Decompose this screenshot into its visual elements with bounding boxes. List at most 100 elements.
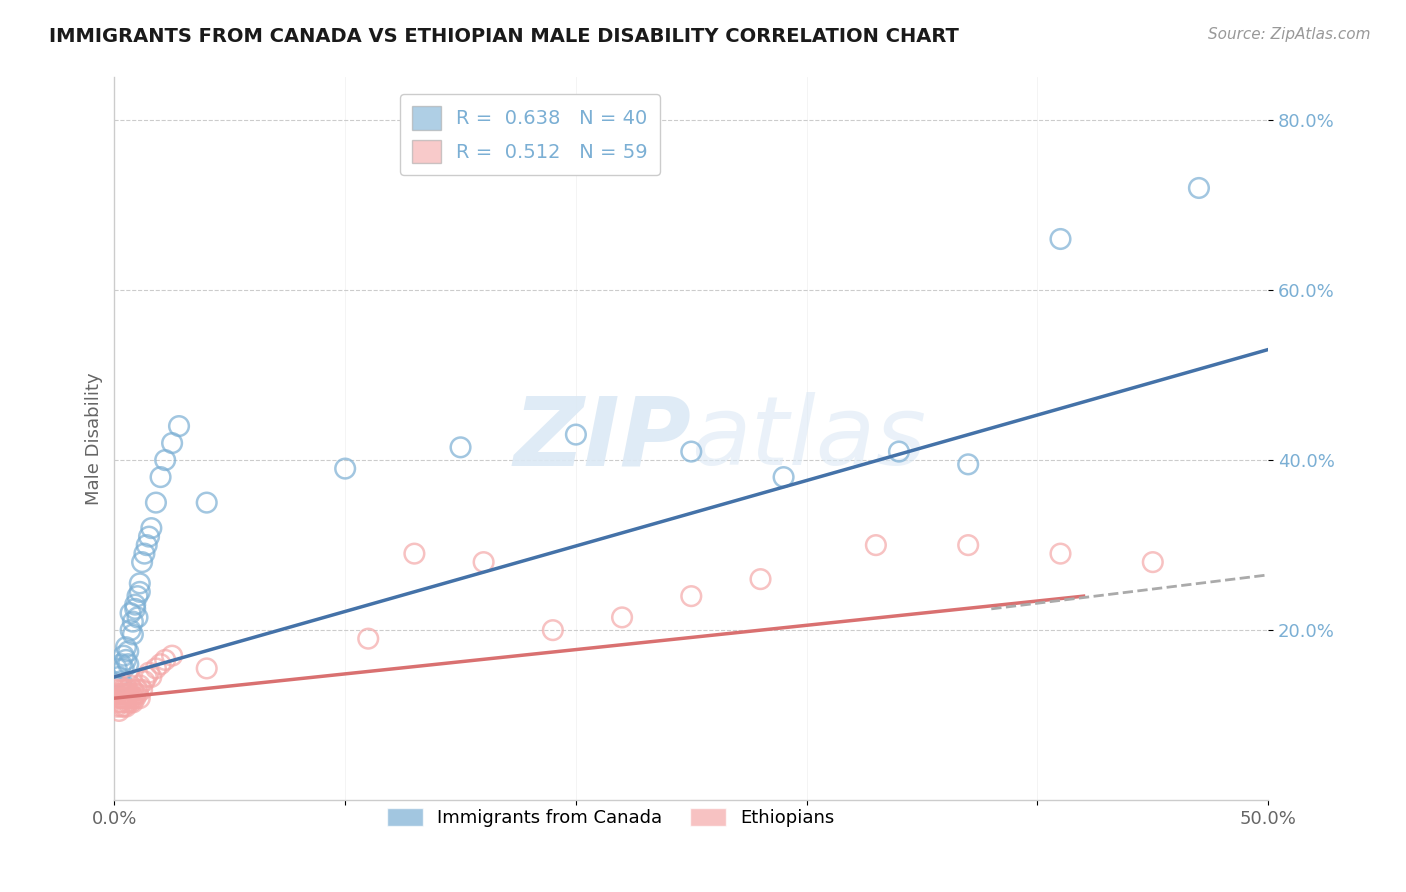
Point bbox=[108, 670, 131, 684]
Point bbox=[122, 691, 145, 706]
Point bbox=[450, 440, 472, 454]
Legend: Immigrants from Canada, Ethiopians: Immigrants from Canada, Ethiopians bbox=[380, 801, 842, 835]
Point bbox=[110, 657, 132, 672]
Point bbox=[195, 495, 218, 509]
Point bbox=[124, 602, 146, 616]
Point bbox=[105, 682, 128, 697]
Point bbox=[681, 444, 703, 458]
Point bbox=[128, 678, 150, 692]
Point bbox=[115, 695, 138, 709]
Point bbox=[153, 653, 176, 667]
Point bbox=[120, 678, 142, 692]
Point bbox=[127, 687, 149, 701]
Point bbox=[108, 678, 131, 692]
Point bbox=[112, 682, 135, 697]
Point bbox=[128, 576, 150, 591]
Point bbox=[135, 538, 157, 552]
Point bbox=[124, 691, 146, 706]
Point bbox=[138, 530, 160, 544]
Point bbox=[1142, 555, 1164, 569]
Point bbox=[117, 644, 139, 658]
Point bbox=[120, 606, 142, 620]
Point bbox=[1049, 547, 1071, 561]
Point bbox=[131, 555, 153, 569]
Point bbox=[122, 695, 145, 709]
Point bbox=[120, 695, 142, 709]
Point bbox=[115, 682, 138, 697]
Point bbox=[134, 674, 156, 689]
Text: ZIP: ZIP bbox=[513, 392, 692, 485]
Point bbox=[110, 682, 132, 697]
Text: Source: ZipAtlas.com: Source: ZipAtlas.com bbox=[1208, 27, 1371, 42]
Point bbox=[149, 657, 172, 672]
Point bbox=[357, 632, 380, 646]
Point bbox=[135, 670, 157, 684]
Point bbox=[472, 555, 495, 569]
Point bbox=[108, 704, 131, 718]
Point bbox=[110, 687, 132, 701]
Text: IMMIGRANTS FROM CANADA VS ETHIOPIAN MALE DISABILITY CORRELATION CHART: IMMIGRANTS FROM CANADA VS ETHIOPIAN MALE… bbox=[49, 27, 959, 45]
Point bbox=[112, 691, 135, 706]
Point bbox=[110, 674, 132, 689]
Point bbox=[610, 610, 633, 624]
Point bbox=[167, 419, 190, 434]
Point bbox=[115, 653, 138, 667]
Point bbox=[772, 470, 794, 484]
Point bbox=[120, 687, 142, 701]
Point bbox=[1049, 232, 1071, 246]
Point bbox=[160, 436, 183, 450]
Point bbox=[541, 623, 564, 637]
Point bbox=[115, 640, 138, 655]
Text: atlas: atlas bbox=[692, 392, 927, 485]
Point bbox=[112, 648, 135, 663]
Point bbox=[122, 682, 145, 697]
Point bbox=[957, 458, 980, 472]
Point bbox=[134, 547, 156, 561]
Point bbox=[117, 695, 139, 709]
Y-axis label: Male Disability: Male Disability bbox=[86, 373, 103, 505]
Point bbox=[112, 699, 135, 714]
Point bbox=[153, 453, 176, 467]
Point bbox=[865, 538, 887, 552]
Point bbox=[145, 495, 167, 509]
Point bbox=[404, 547, 426, 561]
Point bbox=[128, 691, 150, 706]
Point bbox=[112, 687, 135, 701]
Point bbox=[131, 682, 153, 697]
Point bbox=[112, 661, 135, 675]
Point bbox=[160, 648, 183, 663]
Point bbox=[138, 665, 160, 680]
Point bbox=[117, 687, 139, 701]
Point bbox=[105, 661, 128, 675]
Point bbox=[120, 691, 142, 706]
Point bbox=[195, 661, 218, 675]
Point bbox=[117, 657, 139, 672]
Point bbox=[124, 598, 146, 612]
Point bbox=[127, 682, 149, 697]
Point bbox=[110, 699, 132, 714]
Point bbox=[110, 695, 132, 709]
Point bbox=[149, 470, 172, 484]
Point bbox=[141, 670, 163, 684]
Point bbox=[117, 682, 139, 697]
Point bbox=[565, 427, 588, 442]
Point bbox=[108, 691, 131, 706]
Point bbox=[749, 572, 772, 586]
Point bbox=[120, 623, 142, 637]
Point bbox=[887, 444, 910, 458]
Point bbox=[110, 691, 132, 706]
Point bbox=[128, 585, 150, 599]
Point bbox=[108, 695, 131, 709]
Point bbox=[122, 627, 145, 641]
Point bbox=[117, 691, 139, 706]
Point bbox=[115, 691, 138, 706]
Point bbox=[122, 615, 145, 629]
Point bbox=[145, 661, 167, 675]
Point bbox=[115, 699, 138, 714]
Point bbox=[127, 589, 149, 603]
Point bbox=[115, 687, 138, 701]
Point bbox=[127, 610, 149, 624]
Point bbox=[681, 589, 703, 603]
Point bbox=[333, 461, 356, 475]
Point bbox=[105, 699, 128, 714]
